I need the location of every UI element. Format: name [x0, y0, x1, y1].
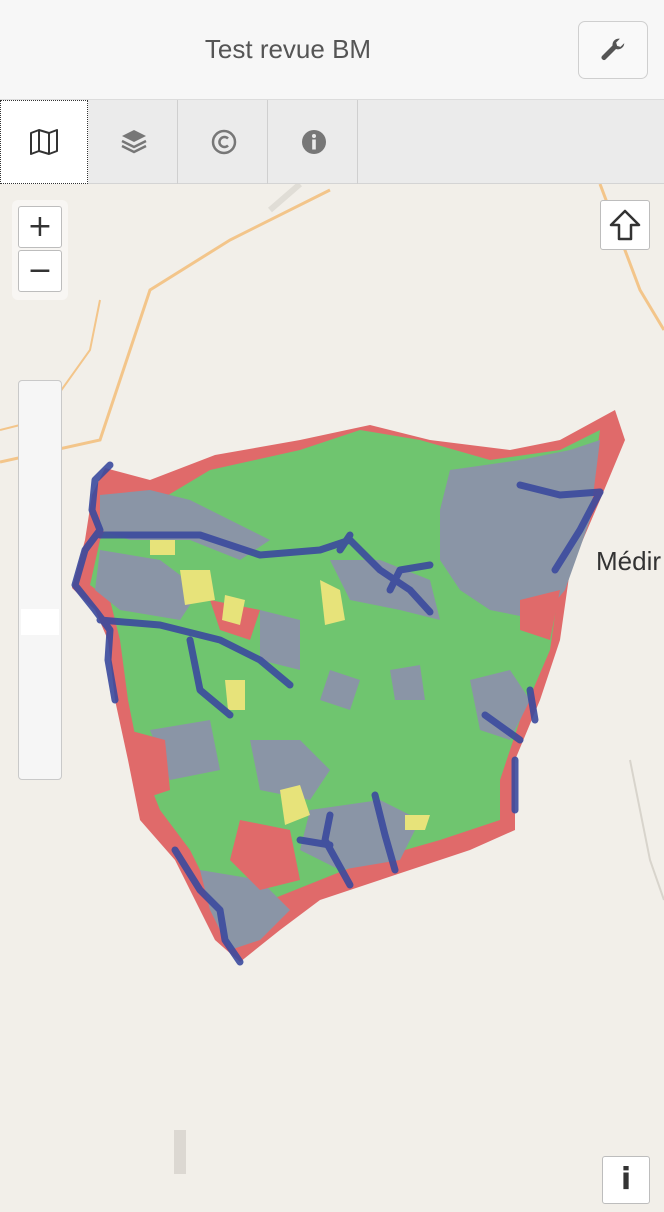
map-canvas[interactable]	[0, 184, 664, 1212]
info-circle-icon	[301, 130, 326, 154]
layers-icon	[120, 130, 147, 154]
map-base-layer	[0, 184, 664, 1212]
wrench-icon	[601, 38, 625, 60]
tab-bar	[0, 100, 664, 184]
zoom-in-button[interactable]: +	[18, 206, 62, 248]
tab-map[interactable]	[0, 100, 88, 184]
copyright-icon	[211, 129, 236, 155]
home-extent-button[interactable]	[600, 200, 650, 250]
map-info-button[interactable]: i	[602, 1156, 650, 1204]
zoom-control: + −	[12, 200, 68, 300]
page-title: Test revue BM	[204, 34, 372, 64]
tab-layers[interactable]	[90, 100, 178, 184]
zoom-slider-thumb[interactable]	[21, 609, 59, 635]
arrow-up-icon	[609, 209, 641, 241]
app-header: Test revue BM	[0, 0, 664, 100]
zoom-out-button[interactable]: −	[18, 250, 62, 292]
tools-button[interactable]	[578, 21, 648, 79]
place-label: Médir	[596, 546, 662, 576]
tab-info[interactable]	[270, 100, 358, 184]
zoom-slider[interactable]	[18, 380, 62, 780]
tab-credits[interactable]	[180, 100, 268, 184]
map-icon	[30, 129, 58, 155]
